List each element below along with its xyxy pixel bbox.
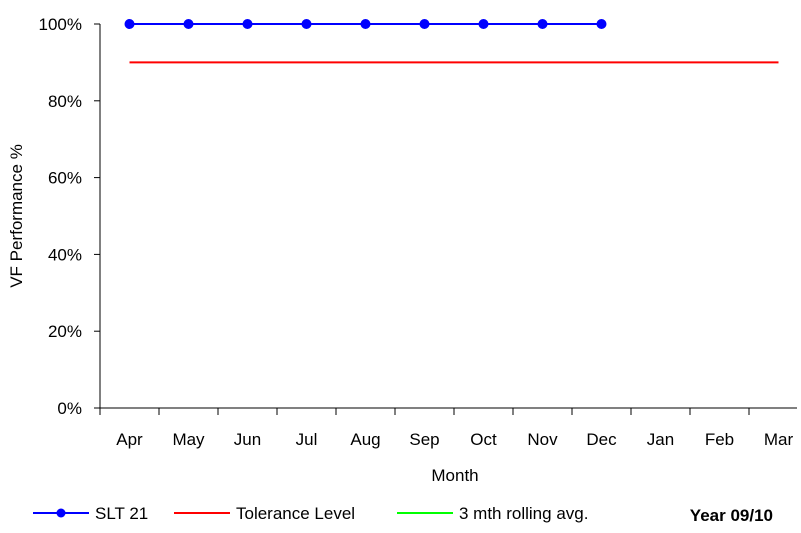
y-tick-label: 0% bbox=[57, 399, 82, 418]
legend-item: SLT 21 bbox=[33, 504, 148, 523]
legend-swatch-marker bbox=[56, 508, 66, 518]
chart-axes bbox=[99, 24, 797, 409]
data-point bbox=[419, 19, 430, 29]
y-tick-label: 80% bbox=[48, 92, 82, 111]
data-point bbox=[124, 19, 135, 29]
x-tick-label: Dec bbox=[586, 430, 617, 449]
x-tick-label: Aug bbox=[350, 430, 380, 449]
data-point bbox=[596, 19, 607, 29]
x-tick-label: Jan bbox=[647, 430, 674, 449]
y-tick-label: 20% bbox=[48, 322, 82, 341]
x-ticks: Apr May Jun Jul Aug Sep Oct Nov Dec Jan Feb Mar bbox=[99, 408, 794, 449]
x-tick-label: Apr bbox=[116, 430, 143, 449]
data-point bbox=[183, 19, 194, 29]
legend-item: Tolerance Level bbox=[174, 504, 355, 523]
legend-item: 3 mth rolling avg. bbox=[397, 504, 588, 523]
legend-label: Tolerance Level bbox=[236, 504, 355, 523]
legend-label: SLT 21 bbox=[95, 504, 148, 523]
x-tick-label: May bbox=[172, 430, 205, 449]
series-layer bbox=[124, 19, 779, 64]
x-tick-label: Jun bbox=[234, 430, 261, 449]
data-point bbox=[242, 19, 253, 29]
x-tick-label: Jul bbox=[296, 430, 318, 449]
x-tick-label: Mar bbox=[764, 430, 794, 449]
y-tick-label: 100% bbox=[39, 15, 82, 34]
year-note: Year 09/10 bbox=[690, 506, 773, 525]
series-0 bbox=[124, 19, 607, 29]
x-axis-title: Month bbox=[431, 466, 478, 485]
data-point bbox=[478, 19, 489, 29]
x-tick-label: Feb bbox=[705, 430, 734, 449]
x-tick-label: Nov bbox=[527, 430, 558, 449]
legend-label: 3 mth rolling avg. bbox=[459, 504, 588, 523]
y-tick-label: 60% bbox=[48, 169, 82, 188]
data-point bbox=[537, 19, 548, 29]
data-point bbox=[301, 19, 312, 29]
y-axis-title: VF Performance % bbox=[7, 144, 26, 288]
x-tick-label: Oct bbox=[470, 430, 497, 449]
x-tick-label: Sep bbox=[409, 430, 439, 449]
legend: SLT 21 Tolerance Level 3 mth rolling avg. bbox=[33, 504, 588, 523]
y-ticks: 0% 20% 40% 60% 80% 100% bbox=[39, 15, 100, 418]
data-point bbox=[360, 19, 371, 29]
y-tick-label: 40% bbox=[48, 245, 82, 264]
